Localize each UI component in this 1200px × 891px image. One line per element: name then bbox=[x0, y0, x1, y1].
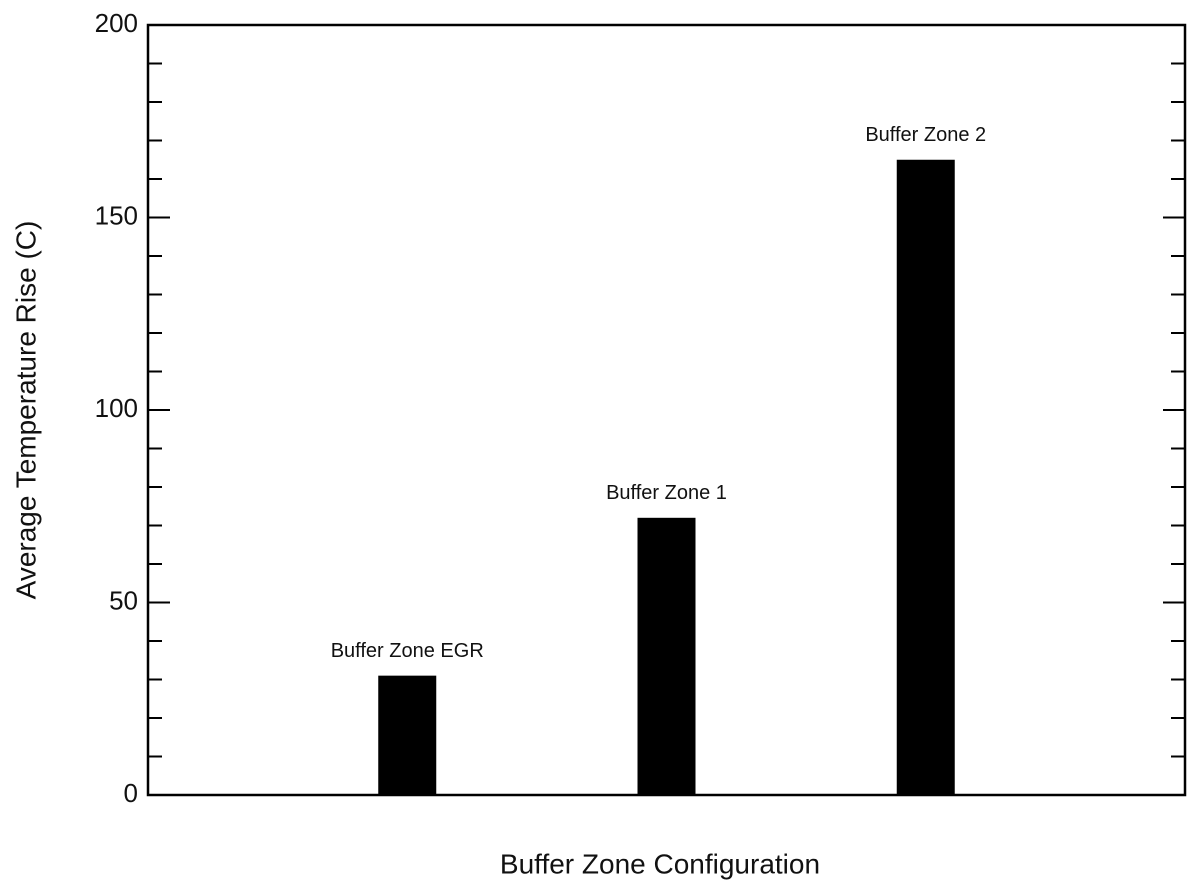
y-axis-label: Average Temperature Rise (C) bbox=[10, 221, 41, 600]
bar bbox=[637, 517, 696, 795]
y-tick-label: 150 bbox=[95, 200, 138, 230]
y-tick-label: 50 bbox=[109, 585, 138, 615]
bar-label: Buffer Zone 2 bbox=[865, 124, 986, 146]
bar bbox=[896, 159, 955, 795]
bar bbox=[378, 675, 437, 795]
y-tick-label: 200 bbox=[95, 8, 138, 38]
bar-label: Buffer Zone EGR bbox=[331, 640, 484, 662]
bar-label: Buffer Zone 1 bbox=[606, 482, 727, 504]
y-tick-label: 100 bbox=[95, 393, 138, 423]
x-axis-label: Buffer Zone Configuration bbox=[500, 848, 820, 879]
y-tick-label: 0 bbox=[124, 778, 138, 808]
